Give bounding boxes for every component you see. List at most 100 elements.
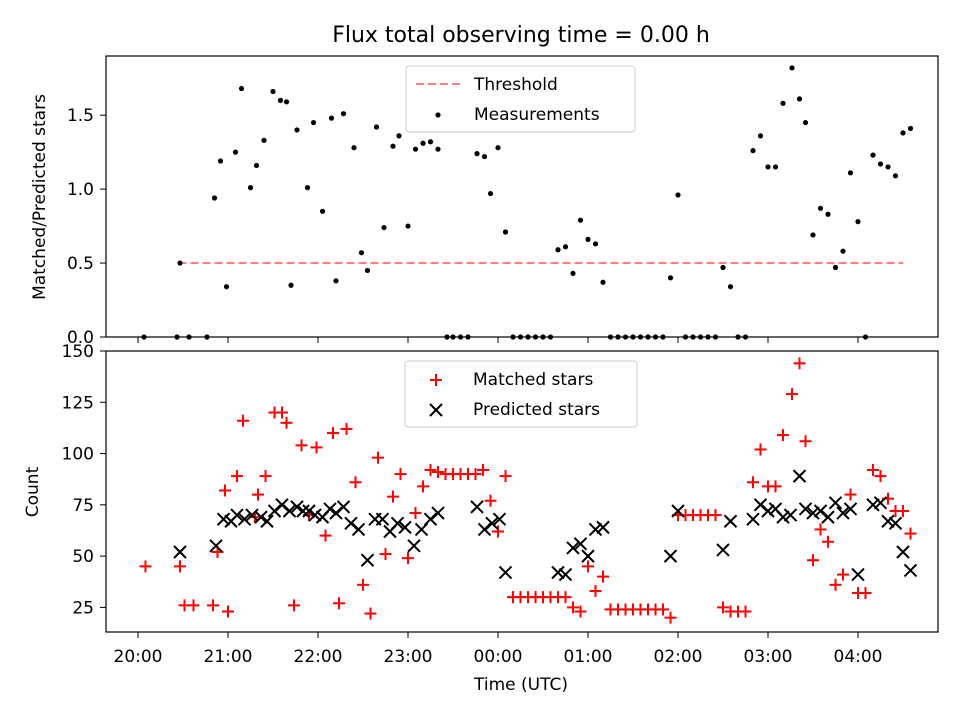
- predicted-star-stroke-b: [746, 512, 760, 526]
- measurement-point: [892, 173, 899, 179]
- predicted-star-stroke-b: [813, 504, 828, 518]
- predicted-star-point: [806, 506, 820, 520]
- measurement-point: [328, 115, 335, 121]
- predicted-star-point: [209, 539, 223, 553]
- bottom-plot-frame: [105, 350, 939, 633]
- predicted-star-stroke-b: [344, 516, 358, 530]
- measurement-point: [727, 284, 734, 290]
- predicted-star-stroke-b: [351, 522, 366, 537]
- bottom-legend-matched-label: Matched stars: [473, 370, 593, 390]
- measurement-point: [177, 260, 183, 266]
- matched-star-point: [567, 601, 579, 614]
- predicted-star-point: [336, 500, 351, 514]
- predicted-star-point: [390, 516, 405, 530]
- predicted-star-point: [671, 504, 685, 518]
- predicted-star-stroke-b: [485, 516, 499, 530]
- predicted-star-stroke-b: [596, 520, 610, 535]
- measurement-point: [825, 211, 831, 217]
- measurement-point: [885, 164, 891, 170]
- matched-star-point: [379, 548, 392, 561]
- bottom-plot: 25 50 75 100 125 150 20:00 21:00 22:00 23:00 00:0…: [23, 342, 939, 695]
- predicted-star-stroke-b: [866, 498, 880, 512]
- measurement-point: [796, 96, 803, 102]
- matched-star-point: [499, 470, 512, 483]
- predicted-star-point: [723, 514, 738, 528]
- predicted-star-stroke-b: [723, 514, 738, 528]
- matched-star-point: [417, 480, 429, 493]
- matched-star-point: [327, 427, 339, 440]
- measurement-point: [870, 152, 876, 158]
- bottom-y-tick-label: 125: [62, 393, 94, 413]
- predicted-star-stroke-b: [360, 553, 375, 567]
- predicted-star-stroke-b: [776, 510, 790, 524]
- matched-star-point: [822, 535, 834, 548]
- predicted-star-stroke-b: [798, 502, 813, 516]
- measurement-point: [600, 279, 606, 285]
- matched-star-point: [349, 476, 362, 489]
- measurement-point: [675, 192, 681, 198]
- predicted-star-stroke-b: [470, 500, 484, 514]
- measurement-point: [802, 119, 809, 126]
- bottom-legend-matched-swatch: [430, 374, 442, 386]
- predicted-star-stroke-b: [431, 506, 445, 520]
- top-y-axis: 0.0 0.5 1.0 1.5: [67, 106, 106, 348]
- predicted-star-point: [230, 508, 244, 522]
- predicted-star-stroke-b: [375, 512, 390, 526]
- matched-star-point: [402, 552, 414, 565]
- predicted-star-point: [716, 543, 730, 557]
- measurement-point: [340, 111, 347, 117]
- matched-star-point: [288, 599, 300, 612]
- predicted-star-stroke-b: [302, 504, 316, 518]
- top-y-tick-label: 1.0: [67, 180, 94, 200]
- predicted-star-stroke-b: [296, 504, 310, 518]
- predicted-star-stroke-b: [888, 516, 903, 530]
- matched-star-point: [259, 470, 272, 483]
- matched-star-point: [364, 607, 377, 620]
- measurement-point: [877, 161, 884, 167]
- measurement-point: [310, 119, 317, 126]
- predicted-star-point: [888, 516, 903, 530]
- matched-star-point: [709, 509, 722, 522]
- bottom-x-tick-label: 00:00: [474, 647, 523, 667]
- matched-star-point: [867, 463, 879, 476]
- measurement-point: [333, 278, 339, 284]
- matched-star-point: [340, 422, 353, 435]
- matched-star-point: [319, 529, 332, 542]
- matched-star-point: [295, 439, 308, 452]
- measurement-point: [304, 185, 311, 191]
- measurement-point: [772, 164, 779, 170]
- matched-star-point: [657, 603, 669, 616]
- matched-star-point: [432, 466, 444, 479]
- measurement-point: [412, 146, 419, 152]
- bottom-y-tick-label: 100: [62, 445, 94, 465]
- predicted-star-point: [573, 537, 588, 551]
- predicted-star-stroke-b: [581, 549, 595, 563]
- matched-star-point: [717, 601, 729, 614]
- predicted-star-stroke-b: [216, 512, 231, 526]
- predicted-star-point: [551, 565, 565, 580]
- bottom-legend-predicted-swatch: [429, 403, 443, 417]
- matched-star-point: [859, 587, 872, 600]
- measurement-point: [223, 284, 230, 290]
- bottom-legend-box: [404, 360, 638, 428]
- measurement-point: [232, 149, 239, 155]
- matched-star-point: [387, 490, 399, 503]
- measurement-point: [481, 153, 488, 160]
- measurement-point: [495, 145, 501, 151]
- matched-star-point: [484, 494, 497, 507]
- predicted-star-stroke-b: [282, 504, 297, 518]
- predicted-star-point: [843, 502, 858, 516]
- predicted-star-point: [492, 512, 507, 526]
- predicted-star-stroke-b: [792, 469, 807, 483]
- measurement-point: [435, 146, 441, 152]
- predicted-star-point: [792, 469, 807, 483]
- top-legend-box: [405, 65, 636, 133]
- measurement-point: [373, 124, 380, 130]
- matched-star-point: [469, 468, 482, 481]
- predicted-star-point: [407, 539, 421, 553]
- predicted-star-stroke-b: [671, 504, 685, 518]
- predicted-star-stroke-b: [492, 512, 507, 526]
- measurement-point: [420, 140, 426, 146]
- predicted-star-point: [558, 567, 573, 582]
- predicted-star-stroke-b: [828, 496, 843, 510]
